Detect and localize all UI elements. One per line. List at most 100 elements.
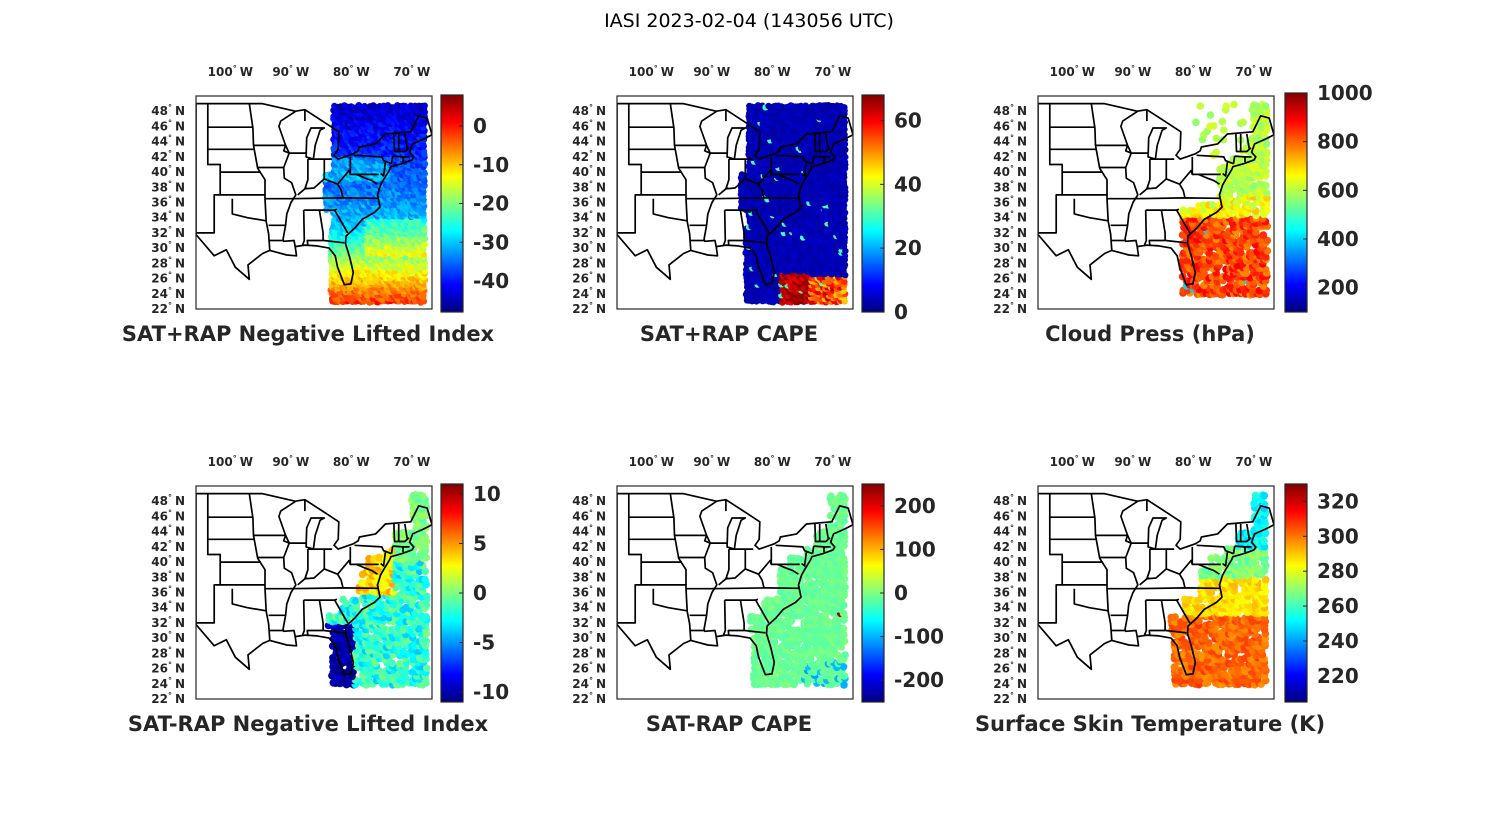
lat-tick-label: 46° N <box>572 118 606 133</box>
colorbar-tick-label: 60 <box>894 109 922 133</box>
colorbar-tick-label: 400 <box>1317 227 1359 251</box>
state-border <box>652 198 688 222</box>
map-frame <box>195 95 433 310</box>
swath-point <box>1220 126 1228 134</box>
swath-point <box>1239 118 1247 127</box>
lat-tick-label: 32° N <box>993 225 1027 240</box>
lat-tick-label: 32° N <box>151 225 185 240</box>
state-border <box>290 197 379 200</box>
lat-tick-label: 26° N <box>151 271 185 286</box>
lat-tick-label: 38° N <box>993 179 1027 194</box>
lon-tick-label: 80° W <box>1175 64 1212 79</box>
state-border <box>722 210 727 246</box>
lat-tick-label: 42° N <box>151 149 185 164</box>
colorbar-tick-label: 20 <box>894 236 922 260</box>
lat-tick-label: 30° N <box>993 240 1027 255</box>
lat-tick-label: 48° N <box>993 103 1027 118</box>
state-border <box>336 169 352 185</box>
state-border <box>1073 198 1109 222</box>
lat-tick-label: 42° N <box>572 149 606 164</box>
state-border <box>403 133 409 149</box>
state-border <box>1124 167 1139 247</box>
state-border <box>724 208 759 211</box>
lat-tick-label: 34° N <box>572 210 606 225</box>
state-border <box>1099 152 1132 169</box>
lat-tick-label: 44° N <box>151 134 185 149</box>
lon-tick-label: 70° W <box>1235 64 1272 79</box>
swath-point <box>1259 231 1268 239</box>
colorbar <box>441 95 463 312</box>
lat-tick-label: 36° N <box>993 195 1027 210</box>
lat-tick-label: 22° N <box>993 301 1027 316</box>
swath-point <box>1262 181 1270 190</box>
swath-point <box>420 141 427 148</box>
panel-title: SAT+RAP Negative Lifted Index <box>122 322 495 346</box>
state-border <box>727 209 745 246</box>
lat-tick-label: 28° N <box>993 255 1027 270</box>
state-border <box>392 155 410 158</box>
state-border <box>1232 155 1236 164</box>
panels: 100° W 90° W 80° W 70° W48° N46° N44° N42° N40° N38°… <box>122 64 1373 736</box>
lat-tick-label: 26° N <box>572 271 606 286</box>
state-border <box>1178 169 1194 185</box>
state-border <box>278 110 307 154</box>
state-border <box>1148 209 1166 246</box>
lat-tick-label: 48° N <box>151 103 185 118</box>
lat-tick-label: 30° N <box>151 240 185 255</box>
lon-tick-label: 80° W <box>333 64 370 79</box>
lat-tick-label: 24° N <box>572 286 606 301</box>
lat-tick-label: 30° N <box>572 240 606 255</box>
state-border <box>1038 103 1064 234</box>
swath-point <box>841 104 848 111</box>
lat-tick-label: 32° N <box>572 225 606 240</box>
lon-tick-label: 90° W <box>272 64 309 79</box>
state-border <box>380 162 387 177</box>
state-border <box>703 167 718 247</box>
map-panel-p3: 100° W 90° W 80° W 70° W48° N46° N44° N42° N40° N38°… <box>993 64 1372 346</box>
lat-tick-label: 40° N <box>993 164 1027 179</box>
lon-tick-label: 100° W <box>629 64 674 79</box>
us-outline <box>196 102 432 286</box>
state-border <box>1090 103 1113 251</box>
state-border <box>354 154 392 165</box>
state-border <box>248 103 271 251</box>
lat-tick-label: 46° N <box>151 118 185 133</box>
state-border <box>678 152 711 169</box>
lat-tick-label: 36° N <box>151 195 185 210</box>
swath-point <box>420 210 427 217</box>
swath-point <box>1261 102 1270 110</box>
state-border <box>282 167 297 247</box>
lat-tick-label: 24° N <box>151 286 185 301</box>
lon-tick-label: 80° W <box>754 64 791 79</box>
lat-tick-label: 22° N <box>572 301 606 316</box>
panel-title: SAT+RAP CAPE <box>640 322 818 346</box>
swath-p3 <box>1178 100 1272 299</box>
colorbar-tick-label: 1000 <box>1317 81 1373 105</box>
lat-tick-label: 40° N <box>151 164 185 179</box>
colorbar-tick-label: -40 <box>473 269 509 293</box>
swath-point <box>1179 206 1187 214</box>
swath-point <box>1218 117 1227 126</box>
swath-point <box>1212 148 1220 157</box>
map-panel-p2: 100° W 90° W 80° W 70° W48° N46° N44° N42° N40° N38°… <box>572 64 922 346</box>
swath-point <box>1230 100 1238 109</box>
swath-point <box>421 102 428 109</box>
lat-tick-label: 28° N <box>151 255 185 270</box>
state-border <box>811 155 815 164</box>
state-border <box>1234 155 1252 158</box>
swath-p1 <box>322 102 429 306</box>
lat-tick-label: 40° N <box>572 164 606 179</box>
state-border <box>390 155 394 164</box>
state-border <box>196 103 222 234</box>
colorbar-tick-label: 600 <box>1317 178 1359 202</box>
swath-point <box>1212 134 1221 143</box>
state-border <box>349 156 379 176</box>
state-border <box>356 173 378 185</box>
swath-point <box>841 278 848 286</box>
lat-tick-label: 22° N <box>151 301 185 316</box>
state-border <box>1132 197 1221 200</box>
swath-point <box>1209 122 1218 130</box>
state-border <box>813 155 831 158</box>
lat-tick-label: 34° N <box>993 210 1027 225</box>
colorbar-tick-label: 40 <box>894 172 922 196</box>
